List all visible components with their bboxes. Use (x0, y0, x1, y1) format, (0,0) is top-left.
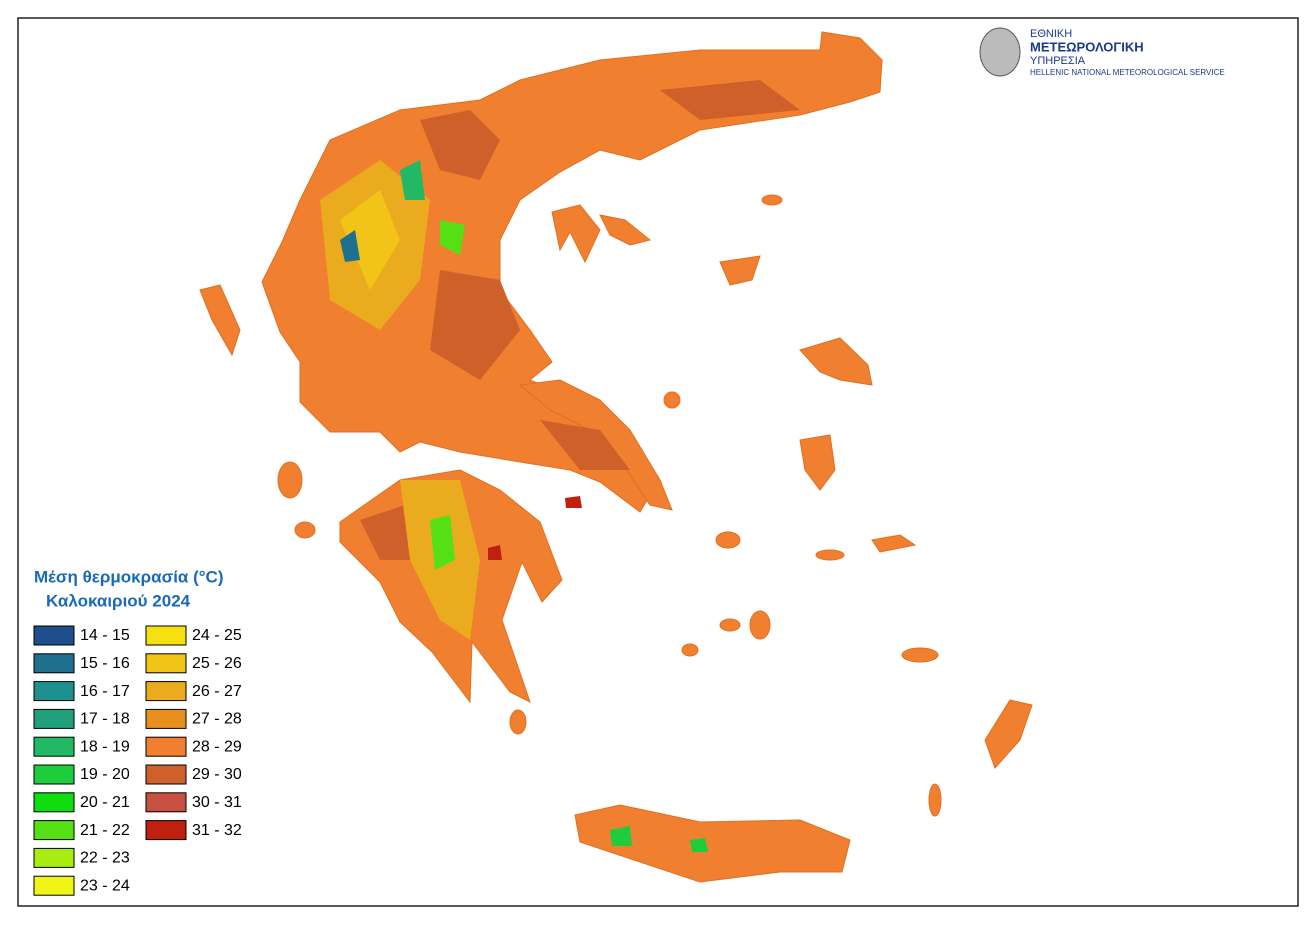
zone (420, 110, 500, 180)
zone (660, 80, 800, 120)
legend-swatch (33, 847, 75, 868)
zone (400, 160, 425, 200)
legend-label: 29 - 30 (192, 766, 242, 783)
legend-label: 30 - 31 (192, 794, 242, 811)
logo-emblem (979, 27, 1021, 77)
legend-label: 19 - 20 (80, 766, 130, 783)
legend-swatch (145, 764, 187, 785)
legend-swatch (145, 820, 187, 841)
legend-swatch (33, 820, 75, 841)
legend-swatch (145, 792, 187, 813)
zone (440, 220, 465, 255)
legend-label: 21 - 22 (80, 822, 130, 839)
legend-label: 31 - 32 (192, 822, 242, 839)
legend-label: 26 - 27 (192, 683, 242, 700)
legend-swatch (145, 736, 187, 757)
legend-swatch (145, 681, 187, 702)
logo-text: ΥΠΗΡΕΣΙΑ (1030, 55, 1086, 67)
legend-label: 25 - 26 (192, 655, 242, 672)
legend-label: 16 - 17 (80, 683, 130, 700)
legend-swatch (33, 653, 75, 674)
legend-title: Μέση θερμοκρασία (°C) (34, 567, 224, 586)
legend-swatch (33, 764, 75, 785)
legend-label: 18 - 19 (80, 738, 130, 755)
legend-swatch (145, 653, 187, 674)
legend-label: 17 - 18 (80, 711, 130, 728)
zone (690, 838, 708, 852)
logo-text: HELLENIC NATIONAL METEOROLOGICAL SERVICE (1030, 68, 1225, 77)
legend-label: 22 - 23 (80, 850, 130, 867)
legend-label: 15 - 16 (80, 655, 130, 672)
logo-text: ΜΕΤΕΩΡΟΛΟΓΙΚΗ (1030, 39, 1144, 54)
zone (488, 545, 502, 560)
legend-label: 24 - 25 (192, 627, 242, 644)
zone (340, 190, 400, 290)
legend-swatch (33, 625, 75, 646)
legend-title: Καλοκαιριού 2024 (46, 591, 191, 610)
legend-swatch (33, 792, 75, 813)
zone (565, 496, 582, 508)
legend-label: 23 - 24 (80, 877, 130, 894)
zone (430, 515, 455, 570)
frame (17, 17, 1299, 907)
zone (540, 420, 630, 470)
legend-swatch (33, 708, 75, 729)
zone (340, 230, 360, 262)
legend-label: 14 - 15 (80, 627, 130, 644)
legend-label: 28 - 29 (192, 738, 242, 755)
legend-swatch (33, 736, 75, 757)
zone (430, 270, 520, 380)
legend-swatch (145, 625, 187, 646)
temperature-zones (320, 80, 800, 852)
legend-swatch (33, 681, 75, 702)
legend-swatch (33, 875, 75, 896)
legend-label: 27 - 28 (192, 711, 242, 728)
legend: Μέση θερμοκρασία (°C) Καλοκαιριού 2024 1… (33, 567, 242, 896)
zone (610, 826, 632, 846)
logo: ΕΘΝΙΚΗ ΜΕΤΕΩΡΟΛΟΓΙΚΗ ΥΠΗΡΕΣΙΑ HELLENIC N… (979, 27, 1225, 77)
legend-swatch (145, 708, 187, 729)
legend-label: 20 - 21 (80, 794, 130, 811)
logo-text: ΕΘΝΙΚΗ (1030, 28, 1072, 40)
